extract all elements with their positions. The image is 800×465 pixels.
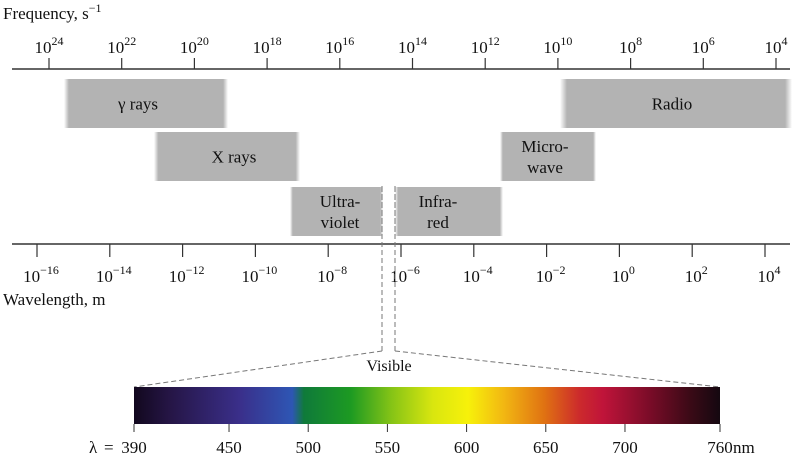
band-uv-label: Ultra- bbox=[320, 192, 361, 211]
band-ir: Infra-red bbox=[394, 187, 503, 236]
band-ir-label: Infra- bbox=[419, 192, 458, 211]
band-micro-label: wave bbox=[527, 158, 563, 177]
visible-right-spread bbox=[394, 350, 721, 388]
frequency-tick-label: 1022 bbox=[107, 34, 136, 57]
band-ir-label: red bbox=[427, 213, 449, 232]
wavelength-tick-label: 10−16 bbox=[23, 263, 59, 286]
frequency-tick-label: 1012 bbox=[471, 34, 500, 57]
band-uv: Ultra-violet bbox=[290, 187, 383, 236]
frequency-tick-label: 106 bbox=[692, 34, 715, 57]
lambda-symbol: λ bbox=[89, 438, 98, 457]
band-gamma: γ rays bbox=[64, 79, 228, 128]
visible-wavelength-ticks: 390 450 500 550 600 650 700 760 bbox=[121, 424, 733, 457]
frequency-tick-label: 108 bbox=[619, 34, 642, 57]
visible-tick-label: 760 bbox=[707, 438, 733, 457]
visible-left-spread bbox=[133, 350, 383, 388]
band-xray-fade bbox=[154, 132, 300, 181]
band-gamma-label: γ rays bbox=[117, 95, 158, 114]
band-micro-fade bbox=[500, 132, 596, 181]
visible-unit: nm bbox=[733, 438, 755, 457]
frequency-axis-label-exponent: −1 bbox=[89, 1, 102, 15]
visible-tick-label: 450 bbox=[216, 438, 242, 457]
band-uv-label: violet bbox=[321, 213, 360, 232]
frequency-tick-label: 1018 bbox=[253, 34, 282, 57]
visible-label: Visible bbox=[366, 358, 411, 375]
visible-expansion bbox=[133, 186, 721, 388]
wavelength-tick-label: 102 bbox=[685, 263, 708, 286]
band-xray: X rays bbox=[154, 132, 300, 181]
wavelength-axis-ticks: 10−16 10−14 10−12 10−10 10−8 10−6 10−4 10−2 100 1… bbox=[23, 244, 781, 286]
wavelength-tick-label: 100 bbox=[612, 263, 635, 286]
band-xray-label: X rays bbox=[212, 148, 257, 167]
frequency-tick-label: 1016 bbox=[325, 34, 354, 57]
frequency-axis-ticks: 1024 1022 1020 1018 1016 1014 1012 1010 108 106 10… bbox=[35, 34, 788, 69]
visible-tick-label: 700 bbox=[612, 438, 638, 457]
visible-tick-label: 650 bbox=[533, 438, 559, 457]
band-ir-fade bbox=[395, 187, 503, 236]
frequency-tick-label: 104 bbox=[765, 34, 788, 57]
wavelength-tick-label: 10−2 bbox=[536, 263, 566, 286]
wavelength-tick-label: 104 bbox=[758, 263, 781, 286]
frequency-tick-label: 1010 bbox=[543, 34, 572, 57]
wavelength-tick-label: 10−8 bbox=[317, 263, 347, 286]
wavelength-tick-label: 10−14 bbox=[96, 263, 132, 286]
visible-tick-label: 600 bbox=[454, 438, 480, 457]
frequency-axis-title: Frequency, s−1 bbox=[3, 1, 102, 23]
visible-tick-label: 500 bbox=[295, 438, 321, 457]
frequency-tick-label: 1020 bbox=[180, 34, 209, 57]
lambda-equals: = bbox=[104, 438, 114, 457]
band-radio-label: Radio bbox=[652, 95, 693, 114]
band-uv-fade bbox=[290, 187, 383, 236]
frequency-axis: 1024 1022 1020 1018 1016 1014 1012 1010 108 106 10… bbox=[12, 34, 790, 70]
band-micro: Micro-wave bbox=[500, 132, 596, 181]
visible-spectrum-bar bbox=[134, 387, 720, 424]
wavelength-tick-label: 10−10 bbox=[242, 263, 278, 286]
wavelength-axis: 10−16 10−14 10−12 10−10 10−8 10−6 10−4 10−2 100 1… bbox=[12, 243, 790, 286]
wavelength-tick-label: 10−12 bbox=[169, 263, 205, 286]
band-radio: Radio bbox=[560, 79, 792, 128]
wavelength-tick-label: 10−6 bbox=[390, 263, 420, 286]
band-micro-label: Micro- bbox=[521, 137, 569, 156]
band-gamma-fade bbox=[64, 79, 228, 128]
wavelength-axis-title: Wavelength, m bbox=[3, 290, 106, 309]
frequency-tick-label: 1014 bbox=[398, 34, 427, 57]
visible-tick-label: 390 bbox=[121, 438, 147, 457]
frequency-axis-label: Frequency, s bbox=[3, 4, 89, 23]
wavelength-tick-label: 10−4 bbox=[463, 263, 493, 286]
frequency-tick-label: 1024 bbox=[35, 34, 64, 57]
band-radio-fade bbox=[560, 79, 792, 128]
visible-tick-label: 550 bbox=[375, 438, 401, 457]
